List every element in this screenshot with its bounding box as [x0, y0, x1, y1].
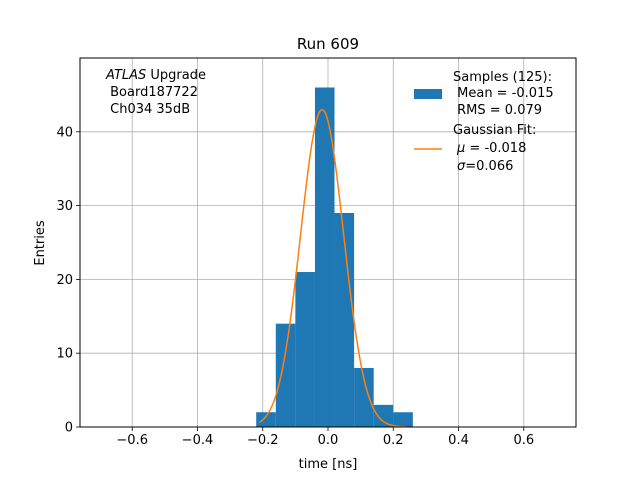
legend-fit-title: Gaussian Fit: [453, 123, 536, 138]
y-tick-label: 30 [56, 199, 73, 214]
x-tick-label: −0.6 [116, 433, 148, 448]
x-tick-label: −0.2 [247, 433, 279, 448]
histogram-bar [373, 404, 394, 427]
histogram-bar [256, 412, 276, 427]
legend-samples-swatch [414, 89, 442, 99]
upgrade-label: Upgrade [146, 68, 206, 83]
histogram-bar [275, 323, 296, 427]
histogram-bar [314, 87, 335, 428]
legend-fit-sigma-symbol: σ [457, 159, 466, 174]
histogram-bars [256, 87, 413, 428]
x-tick-label: 0.0 [318, 433, 339, 448]
histogram-bar [295, 272, 315, 427]
legend-fit-mu-value: = -0.018 [465, 141, 526, 156]
histogram-bar [354, 367, 374, 427]
channel-label: Ch034 35dB [106, 102, 190, 117]
x-tick-label: 0.6 [513, 433, 534, 448]
y-tick-label: 10 [56, 347, 73, 362]
x-tick-label: −0.4 [182, 433, 214, 448]
atlas-annotation: ATLAS Upgrade Board187722 Ch034 35dB [105, 68, 206, 117]
svg-text:ATLAS Upgrade: ATLAS Upgrade [105, 68, 206, 83]
axis-ticks: −0.6 −0.4 −0.2 0.0 0.2 0.4 0.6 0 10 20 30 40 [56, 125, 534, 448]
svg-text:μ = -0.018: μ = -0.018 [456, 141, 526, 156]
legend-samples-title: Samples (125): [453, 70, 552, 85]
y-tick-label: 40 [56, 125, 73, 140]
svg-text:σ=0.066: σ=0.066 [457, 159, 513, 174]
y-axis-label: Entries [33, 220, 48, 266]
x-axis-label: time [ns] [299, 457, 358, 472]
board-label: Board187722 [106, 85, 198, 100]
legend-samples-rms: RMS = 0.079 [453, 103, 542, 118]
y-tick-label: 0 [65, 421, 73, 436]
histogram-bar [393, 412, 413, 427]
gaussian-fit-line [259, 108, 407, 428]
legend: Samples (125): Mean = -0.015 RMS = 0.079… [414, 70, 554, 174]
legend-fit-mu-symbol: μ [456, 141, 465, 156]
x-tick-label: 0.2 [383, 433, 404, 448]
legend-samples-mean: Mean = -0.015 [453, 86, 554, 101]
legend-fit-sigma-value: =0.066 [465, 159, 513, 174]
atlas-label: ATLAS [105, 68, 146, 83]
gaussian-fit-curve [259, 108, 407, 428]
x-tick-label: 0.4 [448, 433, 469, 448]
histogram-bar [334, 212, 355, 427]
chart-title: Run 609 [297, 35, 359, 53]
y-tick-label: 20 [56, 273, 73, 288]
